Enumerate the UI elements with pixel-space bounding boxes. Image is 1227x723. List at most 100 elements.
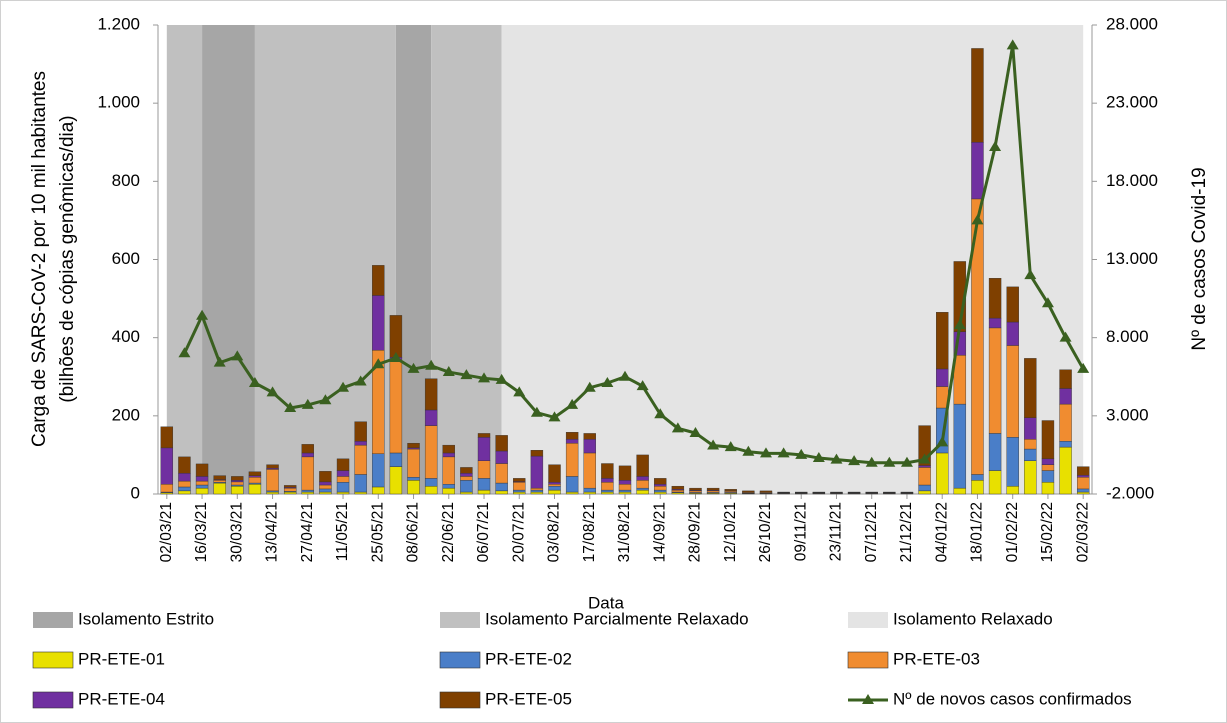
bar-segment <box>372 453 385 488</box>
legend-swatch <box>847 651 889 669</box>
bar-segment <box>301 444 314 454</box>
bar-segment <box>195 487 209 495</box>
bar-segment <box>336 482 350 493</box>
line-marker <box>724 441 737 452</box>
bar-segment <box>971 474 984 481</box>
bar-segment <box>530 450 544 457</box>
bar-segment <box>636 454 649 477</box>
line-marker <box>848 455 861 466</box>
bar-segment <box>530 491 544 495</box>
bar-segment <box>160 447 174 485</box>
bar-segment <box>1059 403 1072 442</box>
bar-segment <box>988 317 1002 329</box>
bar-segment <box>1076 475 1090 478</box>
bar-segment <box>654 489 667 493</box>
bar-segment <box>407 442 420 449</box>
bar-segment <box>248 484 262 495</box>
line-marker <box>671 422 684 433</box>
bar-segment <box>1024 460 1037 495</box>
y-axis-title: Carga de SARS-CoV-2 por 10 mil habitante… <box>29 71 50 447</box>
x-tick-label: 31/08/21 <box>616 502 633 562</box>
bar-segment <box>1059 388 1072 405</box>
x-tick-label: 21/12/21 <box>898 502 915 562</box>
bar-segment <box>918 484 931 492</box>
line-marker <box>460 369 473 380</box>
line-marker <box>266 386 279 397</box>
x-tick-label: 02/03/22 <box>1074 502 1091 562</box>
bar-segment <box>248 476 262 484</box>
line-marker <box>989 140 1002 151</box>
x-tick-label: 23/11/21 <box>828 502 845 561</box>
bar-segment <box>618 480 632 485</box>
bar-segment <box>283 487 297 492</box>
bar-segment <box>319 471 332 483</box>
bar-segment <box>354 421 367 442</box>
bar-segment <box>1076 466 1090 476</box>
bar-segment <box>565 439 579 444</box>
bar-segment <box>601 489 614 493</box>
bar-segment <box>195 484 209 489</box>
x-tick-label: 18/01/22 <box>969 502 986 562</box>
bar-segment <box>918 465 931 468</box>
bar-segment <box>319 484 332 490</box>
bar-segment <box>372 295 385 351</box>
line-marker <box>178 347 191 358</box>
bar-segment <box>495 490 508 495</box>
bar-segment <box>477 478 491 491</box>
bar-segment <box>495 463 508 484</box>
bar-segment <box>213 475 226 480</box>
line-marker <box>777 447 790 458</box>
bar-segment <box>160 484 174 493</box>
bar-segment <box>1041 458 1055 465</box>
bar-segment <box>583 491 596 495</box>
bar-segment <box>178 473 191 482</box>
bar-segment <box>988 470 1002 495</box>
legend-swatch <box>32 691 74 709</box>
bar-segment <box>231 485 244 495</box>
bar-segment <box>565 432 579 440</box>
bar-segment <box>389 315 403 358</box>
bar-segment <box>195 463 209 477</box>
line-marker <box>1006 39 1019 50</box>
bar-segment <box>1059 441 1072 448</box>
bar-segment <box>565 476 579 493</box>
x-tick-label: 02/03/21 <box>158 502 175 562</box>
line-marker <box>248 377 261 388</box>
bar-segment <box>213 482 226 495</box>
line-marker <box>707 439 720 450</box>
bar-segment <box>671 489 685 493</box>
line-marker <box>795 448 808 459</box>
bar-segment <box>319 481 332 486</box>
bar-segment <box>706 487 720 491</box>
bar-segment <box>1076 488 1090 493</box>
legend-swatch <box>32 651 74 669</box>
bar-segment <box>407 476 420 481</box>
bar-segment <box>936 312 949 370</box>
bar-segment <box>460 476 473 481</box>
x-tick-label: 27/04/21 <box>299 502 316 562</box>
bar-segment <box>1041 470 1055 483</box>
bar-segment <box>601 478 614 483</box>
bar-segment <box>583 487 596 493</box>
line-marker <box>742 445 755 456</box>
bar-segment <box>618 484 632 491</box>
bar-segment <box>301 456 314 491</box>
bar-segment <box>389 360 403 454</box>
bar-segment <box>1041 420 1055 460</box>
x-tick-label: 04/01/22 <box>933 502 950 562</box>
bar-segment <box>178 490 191 495</box>
bar-segment <box>460 491 473 495</box>
bar-segment <box>460 473 473 477</box>
line-marker <box>301 398 314 409</box>
line-marker <box>654 408 667 419</box>
bar-segment <box>460 480 473 493</box>
bar-segment <box>530 455 544 489</box>
bar-segment <box>354 441 367 446</box>
line-marker <box>566 398 579 409</box>
bar-segment <box>936 452 949 495</box>
line-marker <box>442 366 455 377</box>
bar-segment <box>442 484 455 489</box>
legend-label: Isolamento Estrito <box>78 609 214 628</box>
line-marker <box>231 350 244 361</box>
